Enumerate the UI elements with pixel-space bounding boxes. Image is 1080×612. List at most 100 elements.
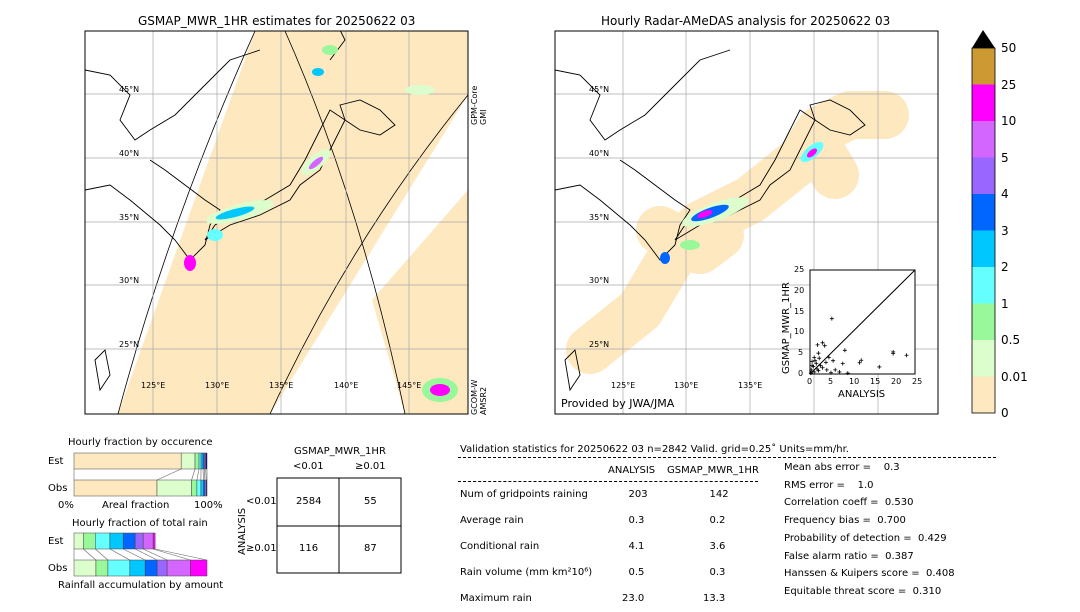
scatter-point [859,358,864,363]
scatter-point [857,360,862,365]
scatter-point [877,364,882,369]
bar-segment [166,559,191,577]
lat-label: 30°N [589,276,610,285]
x-tick-label: 15 [870,377,881,386]
colorbar-label: 50 [1001,41,1017,55]
score-item: Correlation coeff = 0.530 [784,497,914,509]
colorbar-segment [972,376,995,413]
scatter-point [842,348,847,353]
stats-header: Validation statistics for 20250622 03 n=… [460,444,849,455]
tot-obs-label: Obs [48,563,68,574]
colorbar-label: 1 [1001,296,1009,311]
gridlines [85,31,468,414]
bar-segment [196,479,202,497]
stat-gsmap-value: 0.2 [709,515,726,526]
colorbar-segment [972,84,995,121]
stat-analysis-value: 23.0 [622,593,645,604]
scatter-point [831,358,836,363]
scatter-point [822,343,827,348]
occ-xlabel: Areal fraction [102,500,170,511]
colorbar-segment [972,230,995,267]
colorbar-label: 5 [1001,150,1009,165]
credit-text: Provided by JWA/JMA [561,397,675,410]
bar-segment [205,452,208,470]
x-tick-label: 25 [912,377,923,386]
score-item: RMS error = 1.0 [784,479,874,491]
colorbar-label: 0.01 [1001,369,1028,384]
colorbar-label: 25 [1001,77,1017,92]
bar-segment [156,559,168,577]
lat-label: 30°N [119,276,140,285]
score-item: False alarm ratio = 0.387 [784,550,914,562]
colorbar-segment [972,194,995,231]
stat-label: Conditional rain [460,541,540,552]
scatter-xlabel: ANALYSIS [838,389,886,400]
bar-segment [144,559,158,577]
bar-segment [205,479,208,497]
colorbar-label: 10 [1001,114,1017,128]
scatter-point [810,359,815,364]
scatter-point [818,363,823,368]
cont-row1: <0.01 [246,496,277,507]
lat-label: 25°N [119,340,140,349]
total-rain-bars [73,532,208,577]
occ-est-label: Est [48,456,64,467]
bar-segment [180,452,196,470]
cont-col1: <0.01 [293,461,324,472]
lat-label: 35°N [589,213,610,222]
sat-label-gpm: GPM-Core GMI [470,85,488,125]
occurrence-bars [73,452,208,497]
bar-segment [200,452,204,470]
scatter-point [809,367,814,372]
scatter-point [813,358,818,363]
bar-segment [191,479,198,497]
bar-segment [156,479,192,497]
scatter-point [810,363,815,368]
cont-c: 116 [299,543,319,554]
scatter-point [814,361,819,366]
lon-label: 145°E [397,381,422,390]
swath-gcomw [118,31,468,414]
stat-label: Maximum rain [460,593,532,604]
col-analysis: ANALYSIS [608,465,656,476]
left-map-title: GSMAP_MWR_1HR estimates for 20250622 03 [138,14,416,28]
lat-label: 40°N [589,149,610,158]
colorbar [972,48,995,413]
lon-label: 125°E [611,381,636,390]
stat-gsmap-value: 142 [709,489,729,500]
bar-segment [73,559,97,577]
scatter-ylabel: GSMAP_MWR_1HR [781,282,792,374]
colorbar-segment [972,121,995,158]
cont-row2: ≥0.01 [246,543,277,554]
cont-a: 2584 [296,496,322,507]
lon-label: 140°E [334,381,359,390]
occ-obs-label: Obs [48,483,68,494]
lon-label: 135°E [269,381,294,390]
score-item: Hanssen & Kuipers score = 0.408 [784,568,955,580]
scatter-point [840,361,845,366]
stat-analysis-value: 203 [628,489,648,500]
x-tick-label: 5 [828,377,834,386]
bar-segment [200,479,204,497]
bar-segment [73,452,182,470]
bar-segment [109,532,124,550]
colorbar-segment [972,303,995,340]
bar-segment [190,559,208,577]
tot-xlabel: Rainfall accumulation by amount [58,580,224,591]
scatter-point [904,353,909,358]
stat-analysis-value: 0.5 [628,567,645,578]
cont-col2: ≥0.01 [355,461,386,472]
scatter-diagonal [809,269,916,375]
tot-est-label: Est [48,536,64,547]
lon-label: 130°E [674,381,699,390]
bar-segment [73,532,84,550]
y-tick-label: 20 [794,285,805,295]
right-map [555,31,938,414]
scatter-point [845,371,850,376]
stat-label: Rain volume (mm km²10⁶) [460,567,593,578]
colorbar-segment [972,48,995,85]
lon-label: 130°E [205,381,230,390]
lat-label: 45°N [119,85,140,94]
